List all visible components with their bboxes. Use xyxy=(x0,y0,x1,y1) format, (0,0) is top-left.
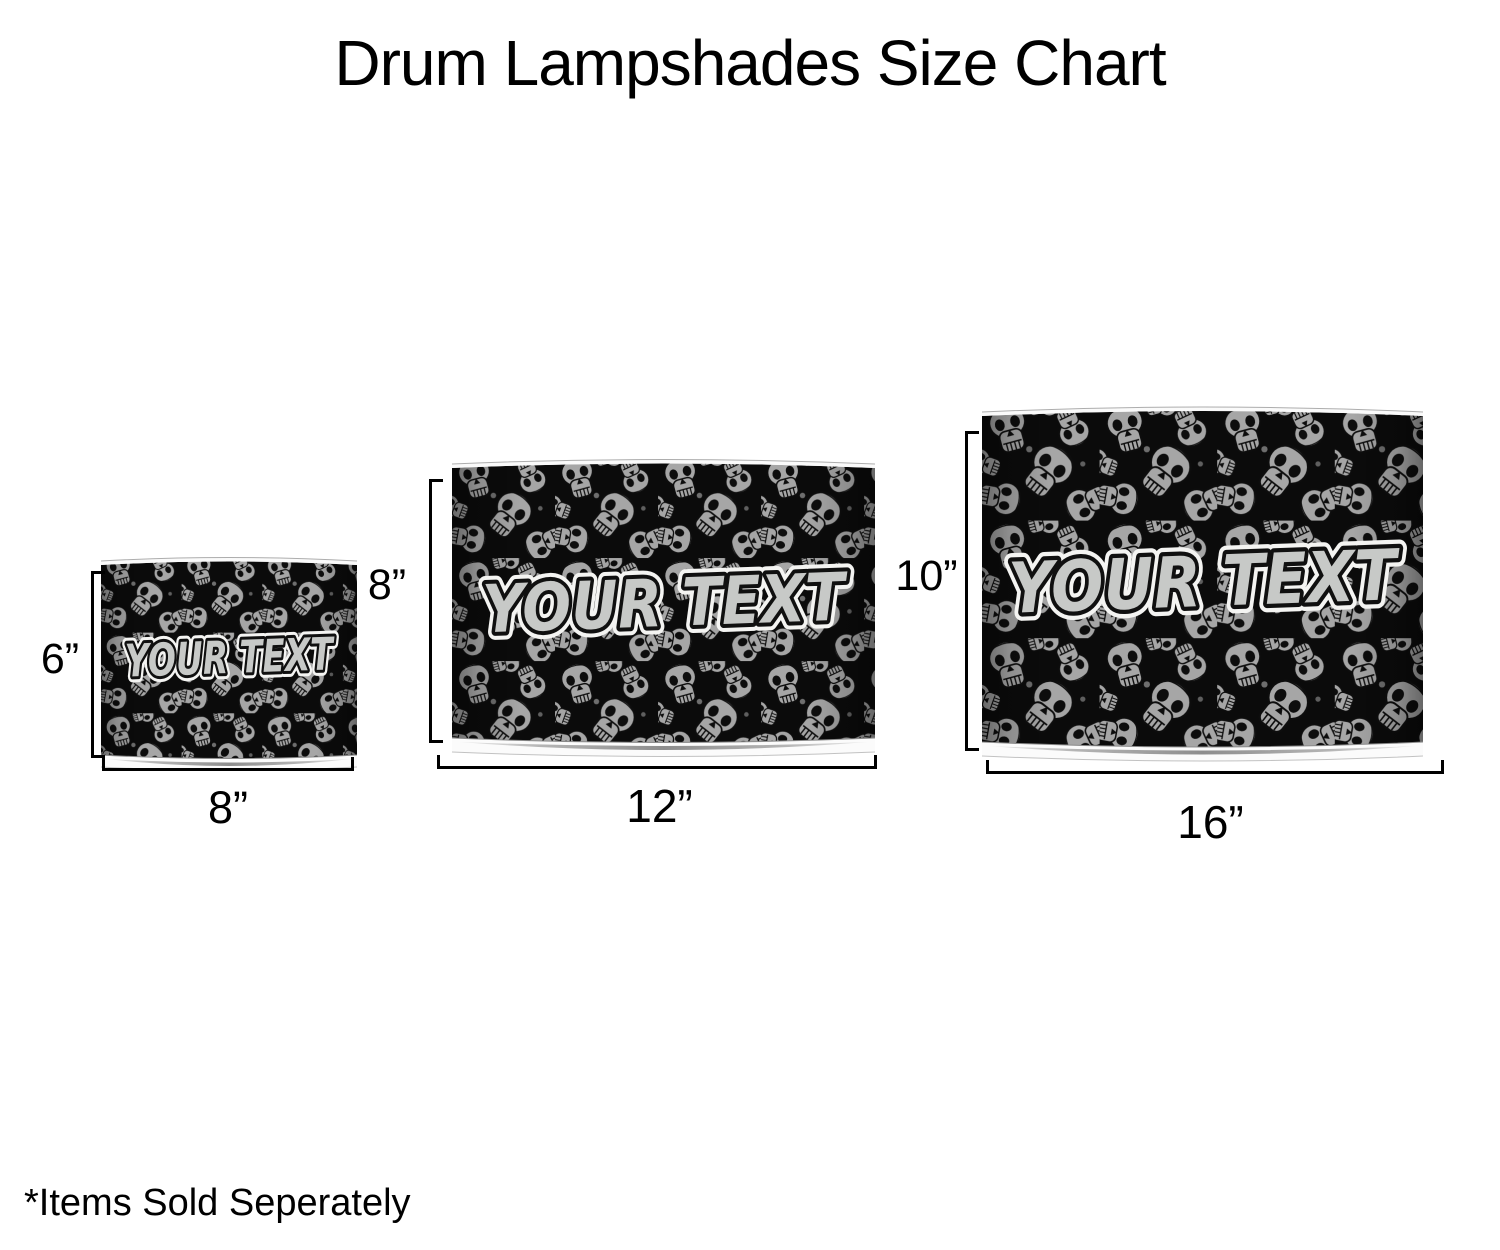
lampshade-large-top-rim xyxy=(982,407,1423,416)
height-label-medium: 8” xyxy=(367,561,407,609)
lampshade-large-shading xyxy=(982,411,1423,747)
items-sold-separately-note: *Items Sold Seperately xyxy=(24,1182,411,1224)
height-label-small: 6” xyxy=(40,635,80,683)
lampshade-small-top-rim xyxy=(101,557,357,565)
width-label-small: 8” xyxy=(207,782,248,833)
page-title: Drum Lampshades Size Chart xyxy=(334,27,1166,99)
width-dimension-line-large xyxy=(986,760,1444,774)
overlay-text: YOUR TEXT xyxy=(481,559,850,649)
lampshade-medium: YOUR TEXT YOUR TEXT xyxy=(451,459,876,757)
width-label-large: 16” xyxy=(1177,796,1244,848)
height-dimension-line-medium xyxy=(429,479,443,743)
width-dimension-line-small xyxy=(102,757,354,771)
lampshade-medium-shading xyxy=(452,463,875,743)
lampshade-small: YOUR TEXT YOUR TEXT xyxy=(100,557,358,771)
height-dimension-line-small xyxy=(91,571,105,758)
overlay-text: YOUR TEXT xyxy=(124,627,336,687)
overlay-text: YOUR TEXT xyxy=(1007,534,1402,630)
width-label-medium: 12” xyxy=(626,780,693,832)
width-dimension-line-medium xyxy=(437,755,877,769)
lampshade-medium-top-rim xyxy=(452,459,875,468)
lampshade-large: YOUR TEXT YOUR TEXT xyxy=(981,406,1424,762)
height-label-large: 10” xyxy=(895,552,958,600)
height-dimension-line-large xyxy=(965,431,979,751)
lampshade-small-shading xyxy=(101,561,357,759)
